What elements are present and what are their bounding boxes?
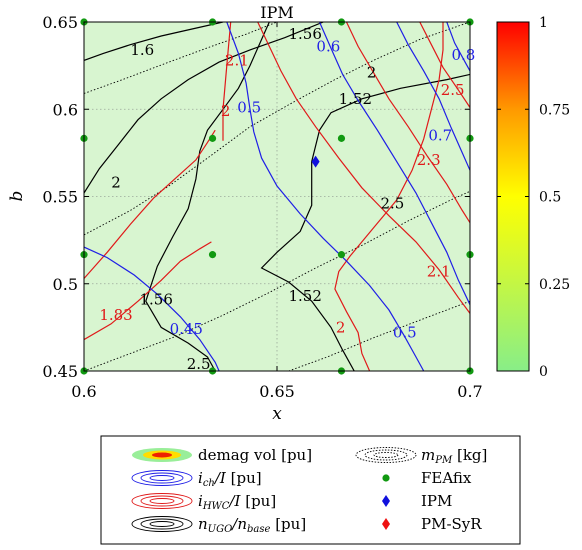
contour-label: 2: [336, 318, 346, 336]
x-tick-label: 0.7: [457, 382, 482, 401]
contour-label: 2.1: [225, 51, 249, 69]
x-tick-label: 0.6: [71, 382, 96, 401]
legend-label-mpm: mPM [kg]: [421, 446, 487, 466]
feafix-point: [338, 251, 345, 258]
contour-label: 2.1: [427, 263, 451, 281]
legend-label-pmsyr: PM-SyR: [421, 515, 482, 533]
contour-label: 1.56: [139, 290, 172, 308]
contour-label: 2.3: [417, 151, 441, 169]
colorbar-tick-label: 0: [539, 364, 548, 380]
colorbar-tick-label: 0.25: [539, 277, 570, 293]
colorbar-tick-label: 0.75: [539, 102, 570, 118]
y-axis-label: b: [7, 191, 27, 202]
legend-symbol-demag: [152, 453, 172, 458]
legend-label-ipm: IPM: [421, 492, 452, 510]
contour-label: 1.52: [288, 287, 321, 305]
contour-label: 2.5: [380, 194, 404, 212]
contour-label: 2.5: [441, 81, 465, 99]
colorbar-tick-label: 0.5: [539, 190, 561, 206]
contour-label: 0.7: [428, 126, 452, 144]
x-tick-label: 0.65: [259, 382, 295, 401]
x-axis-label: x: [272, 404, 282, 424]
legend-label-feafix: FEAfix: [421, 469, 472, 487]
contour-label: 1.83: [99, 306, 132, 324]
colorbar-tick-label: 1: [539, 15, 548, 31]
y-tick-label: 0.55: [42, 188, 78, 207]
y-tick-label: 0.45: [42, 362, 78, 381]
feafix-point: [209, 251, 216, 258]
contour-label: 1.52: [339, 90, 372, 108]
feafix-point: [209, 135, 216, 142]
legend-symbol-feafix: [382, 474, 389, 481]
legend-label-demag: demag vol [pu]: [198, 446, 312, 464]
colorbar: [497, 22, 529, 371]
y-tick-label: 0.6: [53, 100, 78, 119]
contour-label: 2: [111, 174, 121, 192]
contour-label: 0.8: [452, 46, 476, 64]
contour-label: 1.6: [130, 41, 154, 59]
contour-label: 0.5: [237, 99, 261, 117]
contour-label: 0.6: [316, 37, 340, 55]
contour-label: 0.45: [170, 320, 203, 338]
contour-label: 2: [367, 64, 377, 82]
contour-label: 2: [221, 102, 231, 120]
y-tick-label: 0.65: [42, 13, 78, 32]
contour-label: 2.5: [187, 355, 211, 373]
feafix-point: [338, 135, 345, 142]
contour-label: 0.5: [393, 324, 417, 342]
y-tick-label: 0.5: [53, 275, 78, 294]
chart-title: IPM: [260, 3, 293, 22]
